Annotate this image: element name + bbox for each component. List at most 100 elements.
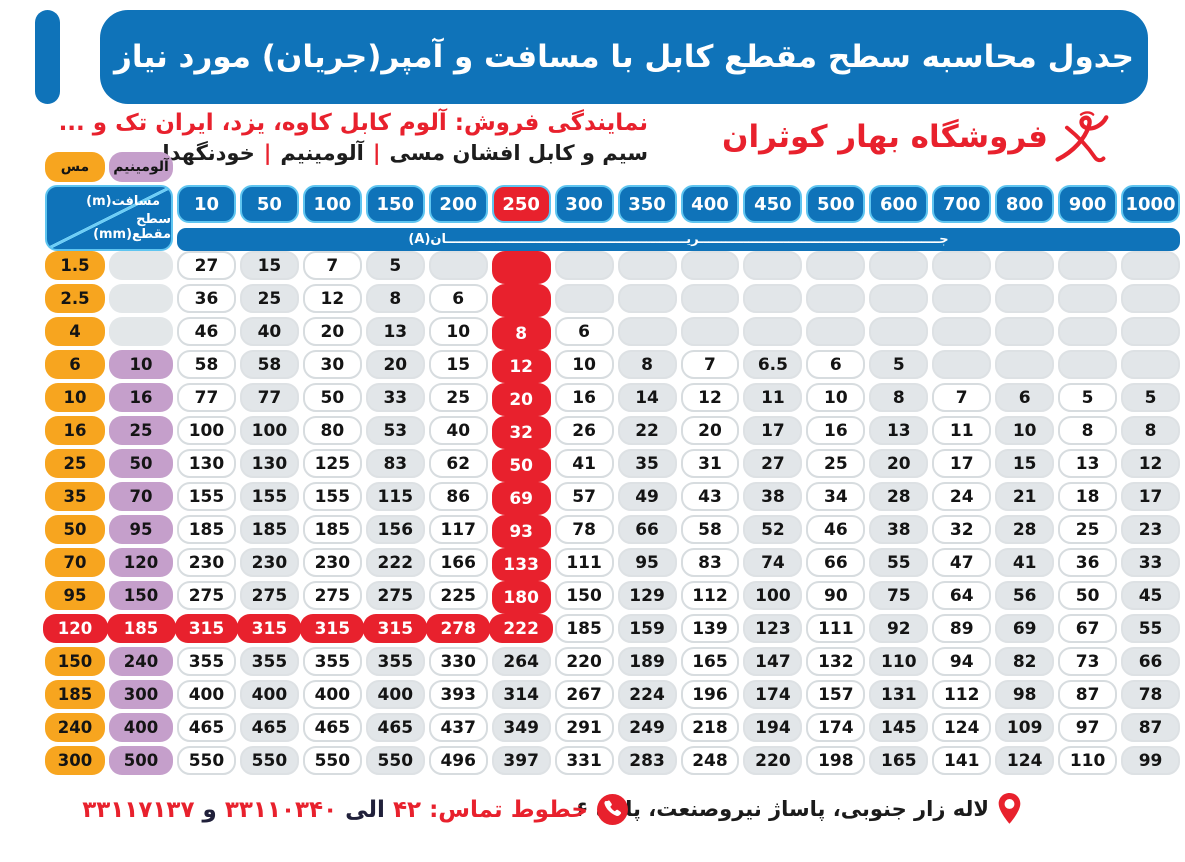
row-copper-240: 240	[45, 713, 105, 742]
col-header-250: 250	[491, 185, 551, 223]
cell-25-300: 41	[554, 449, 614, 478]
row-copper-50: 50	[45, 515, 105, 544]
cell-25-250: 50	[491, 449, 551, 482]
brand-block: فروشگاه بهار کوثران	[722, 110, 1110, 164]
cell-16-100: 80	[302, 416, 362, 445]
cell-2.5-350	[617, 284, 677, 313]
cell-185-200: 393	[428, 680, 488, 709]
phone-text: خطوط تماس: ۴۲ الی ۳۳۱۱۰۳۴۰ و ۳۳۱۱۷۱۳۷	[82, 797, 588, 823]
col-header-800: 800	[995, 185, 1055, 223]
cell-16-600: 13	[869, 416, 929, 445]
col-header-900: 900	[1058, 185, 1118, 223]
phone-number-alt: ۳۳۱۱۷۱۳۷	[82, 796, 195, 823]
row-aluminum-500: 500	[109, 746, 173, 775]
cell-150-10: 355	[177, 647, 236, 676]
cell-70-700: 47	[932, 548, 992, 577]
cell-25-350: 35	[617, 449, 677, 478]
cell-35-300: 57	[554, 482, 614, 511]
col-header-50: 50	[239, 185, 299, 223]
cell-25-200: 62	[428, 449, 488, 478]
cell-2.5-10: 36	[177, 284, 236, 313]
cell-1.5-350	[617, 251, 677, 280]
cell-240-10: 465	[177, 713, 236, 742]
cell-150-100: 355	[302, 647, 362, 676]
row-aluminum-70: 70	[109, 482, 173, 511]
cell-10-10: 77	[177, 383, 236, 412]
cell-4-10: 46	[177, 317, 236, 346]
cell-300-700: 141	[932, 746, 992, 775]
cell-185-600: 131	[869, 680, 929, 709]
cell-6-600: 5	[869, 350, 929, 379]
row-aluminum-120: 120	[109, 548, 173, 577]
col-header-300: 300	[554, 185, 614, 223]
cell-4-1000	[1121, 317, 1180, 346]
cell-150-500: 132	[806, 647, 866, 676]
cell-25-10: 130	[177, 449, 236, 478]
cell-185-150: 400	[365, 680, 425, 709]
cell-4-450	[743, 317, 803, 346]
phone-to-word: الی	[345, 796, 385, 823]
cell-120-700: 89	[932, 614, 992, 643]
cell-16-450: 17	[743, 416, 803, 445]
cell-120-10: 315	[174, 614, 239, 643]
cell-16-150: 53	[365, 416, 425, 445]
cell-300-600: 165	[869, 746, 929, 775]
cell-120-1000: 55	[1121, 614, 1180, 643]
cell-2.5-50: 25	[239, 284, 299, 313]
cell-120-500: 111	[806, 614, 866, 643]
cell-4-400	[680, 317, 740, 346]
cell-240-150: 465	[365, 713, 425, 742]
cell-120-350: 159	[617, 614, 677, 643]
cell-300-200: 496	[428, 746, 488, 775]
cell-300-400: 248	[680, 746, 740, 775]
cell-25-500: 25	[806, 449, 866, 478]
cell-35-800: 21	[995, 482, 1055, 511]
cell-4-700	[932, 317, 992, 346]
cell-185-800: 98	[995, 680, 1055, 709]
cell-185-100: 400	[302, 680, 362, 709]
cell-70-600: 55	[869, 548, 929, 577]
row-copper-2.5: 2.5	[45, 284, 105, 313]
cell-35-900: 18	[1058, 482, 1118, 511]
cell-300-300: 331	[554, 746, 614, 775]
row-copper-10: 10	[45, 383, 105, 412]
cell-1.5-700	[932, 251, 992, 280]
cell-50-500: 46	[806, 515, 866, 544]
row-copper-25: 25	[45, 449, 105, 478]
cell-240-300: 291	[554, 713, 614, 742]
cell-120-800: 69	[995, 614, 1055, 643]
cell-10-200: 25	[428, 383, 488, 412]
cell-35-350: 49	[617, 482, 677, 511]
cell-6-10: 58	[177, 350, 236, 379]
legend-aluminum: آلومینیم	[109, 152, 173, 182]
brand-logo-icon	[1052, 110, 1110, 164]
cell-2.5-200: 6	[428, 284, 488, 313]
cell-185-10: 400	[177, 680, 236, 709]
row-aluminum-300: 300	[109, 680, 173, 709]
cell-4-150: 13	[365, 317, 425, 346]
cell-2.5-600	[869, 284, 929, 313]
cell-185-450: 174	[743, 680, 803, 709]
cell-70-150: 222	[365, 548, 425, 577]
cell-50-250: 93	[491, 515, 551, 548]
cell-70-100: 230	[302, 548, 362, 577]
banner-left-tab	[35, 10, 60, 104]
cell-6-350: 8	[617, 350, 677, 379]
cell-120-50: 315	[237, 614, 302, 643]
cell-185-400: 196	[680, 680, 740, 709]
row-copper-150: 150	[45, 647, 105, 676]
row-aluminum-25: 25	[109, 416, 173, 445]
cell-10-1000: 5	[1121, 383, 1180, 412]
cell-240-800: 109	[995, 713, 1055, 742]
cell-1.5-250	[491, 251, 551, 284]
location-pin-icon	[997, 792, 1022, 825]
cell-10-300: 16	[554, 383, 614, 412]
cell-4-100: 20	[302, 317, 362, 346]
separator: |	[372, 141, 381, 165]
cell-50-900: 25	[1058, 515, 1118, 544]
cell-150-300: 220	[554, 647, 614, 676]
cell-6-400: 7	[680, 350, 740, 379]
cell-4-800	[995, 317, 1055, 346]
cell-50-400: 58	[680, 515, 740, 544]
